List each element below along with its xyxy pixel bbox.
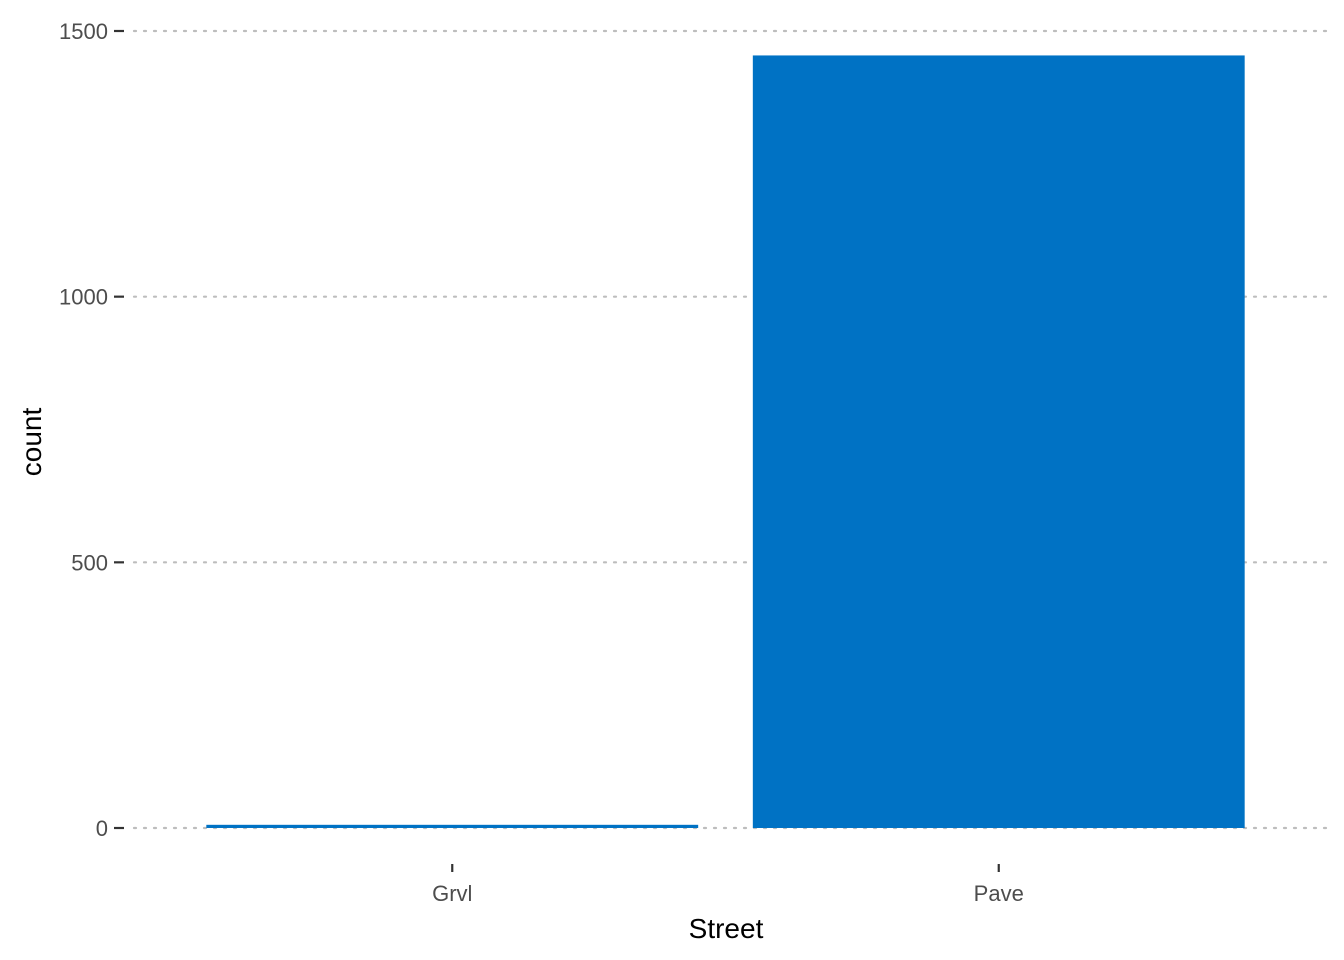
x-tick-label: Grvl <box>432 881 472 906</box>
y-tick-label: 0 <box>96 816 108 841</box>
y-tick-label: 500 <box>71 550 108 575</box>
y-axis: 0 500 1000 1500 <box>59 19 124 841</box>
bar-grvl <box>206 824 699 828</box>
y-axis-title: count <box>16 408 47 477</box>
x-tick-label: Pave <box>974 881 1024 906</box>
bar-pave <box>752 55 1245 828</box>
y-tick-label: 1000 <box>59 285 108 310</box>
x-axis-title: Street <box>689 913 764 944</box>
bars <box>206 55 1245 828</box>
x-axis: Grvl Pave <box>432 864 1024 906</box>
y-tick-label: 1500 <box>59 19 108 44</box>
